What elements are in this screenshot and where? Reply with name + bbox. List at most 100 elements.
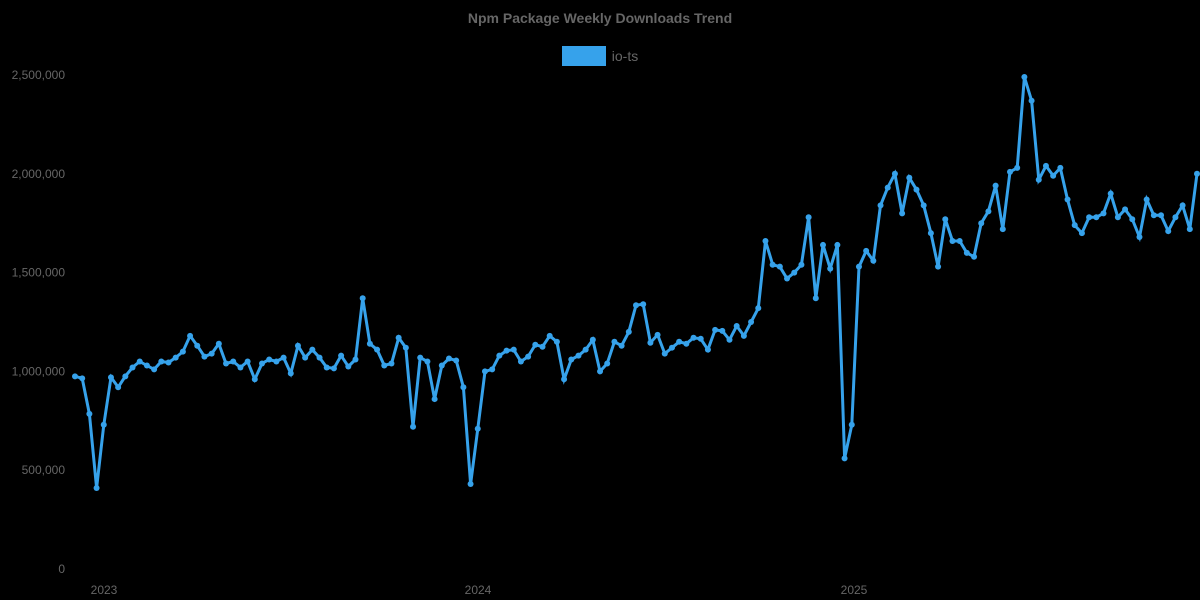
data-point[interactable] xyxy=(1129,216,1136,223)
data-point[interactable] xyxy=(1100,210,1107,217)
data-point[interactable] xyxy=(942,216,949,223)
data-point[interactable] xyxy=(1093,214,1100,221)
data-point[interactable] xyxy=(899,210,906,217)
data-point[interactable] xyxy=(906,174,913,181)
data-point[interactable] xyxy=(323,364,330,371)
data-point[interactable] xyxy=(992,182,999,189)
data-point[interactable] xyxy=(503,347,510,354)
data-point[interactable] xyxy=(388,360,395,367)
data-point[interactable] xyxy=(93,484,100,491)
data-point[interactable] xyxy=(1186,226,1193,233)
data-point[interactable] xyxy=(345,363,352,370)
data-point[interactable] xyxy=(223,360,230,367)
data-point[interactable] xyxy=(618,342,625,349)
data-point[interactable] xyxy=(863,247,870,254)
data-point[interactable] xyxy=(532,341,539,348)
data-point[interactable] xyxy=(438,362,445,369)
data-point[interactable] xyxy=(978,220,985,227)
data-point[interactable] xyxy=(237,364,244,371)
data-point[interactable] xyxy=(712,326,719,333)
data-point[interactable] xyxy=(395,334,402,341)
data-point[interactable] xyxy=(1165,228,1172,235)
data-point[interactable] xyxy=(949,237,956,244)
data-point[interactable] xyxy=(107,374,114,381)
data-point[interactable] xyxy=(1158,212,1165,219)
data-point[interactable] xyxy=(1028,97,1035,104)
data-point[interactable] xyxy=(1078,230,1085,237)
data-point[interactable] xyxy=(366,340,373,347)
data-point[interactable] xyxy=(158,358,165,365)
data-point[interactable] xyxy=(661,350,668,357)
data-point[interactable] xyxy=(1194,170,1200,177)
data-point[interactable] xyxy=(1114,214,1121,221)
data-point[interactable] xyxy=(251,376,258,383)
data-point[interactable] xyxy=(1071,222,1078,229)
data-point[interactable] xyxy=(1057,164,1064,171)
data-point[interactable] xyxy=(1021,73,1028,80)
data-point[interactable] xyxy=(812,295,819,302)
data-point[interactable] xyxy=(1136,234,1143,241)
data-point[interactable] xyxy=(467,481,474,488)
data-point[interactable] xyxy=(1042,162,1049,169)
data-point[interactable] xyxy=(604,360,611,367)
data-point[interactable] xyxy=(963,249,970,256)
data-point[interactable] xyxy=(143,362,150,369)
data-point[interactable] xyxy=(215,340,222,347)
data-point[interactable] xyxy=(129,364,136,371)
data-point[interactable] xyxy=(86,410,93,417)
data-point[interactable] xyxy=(539,343,546,350)
data-point[interactable] xyxy=(410,423,417,430)
data-point[interactable] xyxy=(697,335,704,342)
data-point[interactable] xyxy=(309,346,316,353)
data-point[interactable] xyxy=(690,334,697,341)
data-point[interactable] xyxy=(733,322,740,329)
data-point[interactable] xyxy=(259,360,265,367)
data-point[interactable] xyxy=(100,421,107,428)
data-point[interactable] xyxy=(927,230,934,237)
data-point[interactable] xyxy=(1064,196,1071,203)
data-point[interactable] xyxy=(496,352,503,359)
data-point[interactable] xyxy=(338,352,345,359)
data-point[interactable] xyxy=(1014,164,1021,171)
data-point[interactable] xyxy=(784,275,791,282)
data-point[interactable] xyxy=(798,261,805,268)
data-point[interactable] xyxy=(827,265,834,272)
data-point[interactable] xyxy=(740,332,747,339)
data-point[interactable] xyxy=(481,368,488,375)
data-point[interactable] xyxy=(294,342,301,349)
data-point[interactable] xyxy=(561,376,568,383)
data-point[interactable] xyxy=(640,301,647,308)
data-point[interactable] xyxy=(597,368,604,375)
data-point[interactable] xyxy=(755,305,762,312)
data-point[interactable] xyxy=(848,421,855,428)
data-point[interactable] xyxy=(316,354,323,361)
data-point[interactable] xyxy=(302,354,309,361)
data-point[interactable] xyxy=(474,425,481,432)
data-point[interactable] xyxy=(877,202,884,209)
data-point[interactable] xyxy=(136,358,143,365)
data-point[interactable] xyxy=(1179,202,1186,209)
data-point[interactable] xyxy=(647,339,654,346)
data-point[interactable] xyxy=(841,455,848,462)
data-point[interactable] xyxy=(654,331,661,338)
data-point[interactable] xyxy=(115,384,122,391)
data-point[interactable] xyxy=(891,170,898,177)
data-point[interactable] xyxy=(330,365,337,372)
data-point[interactable] xyxy=(1172,214,1179,221)
data-point[interactable] xyxy=(553,338,560,345)
data-point[interactable] xyxy=(273,358,280,365)
data-point[interactable] xyxy=(1035,176,1042,183)
data-point[interactable] xyxy=(431,396,438,403)
legend-swatch-io-ts[interactable] xyxy=(561,46,606,66)
data-point[interactable] xyxy=(704,346,711,353)
data-point[interactable] xyxy=(834,241,841,248)
data-point[interactable] xyxy=(791,269,798,276)
data-point[interactable] xyxy=(510,346,517,353)
data-point[interactable] xyxy=(489,366,496,373)
data-point[interactable] xyxy=(424,358,431,365)
data-point[interactable] xyxy=(352,356,359,363)
data-point[interactable] xyxy=(546,332,553,339)
data-point[interactable] xyxy=(956,237,963,244)
data-point[interactable] xyxy=(985,208,992,215)
data-point[interactable] xyxy=(589,336,596,343)
